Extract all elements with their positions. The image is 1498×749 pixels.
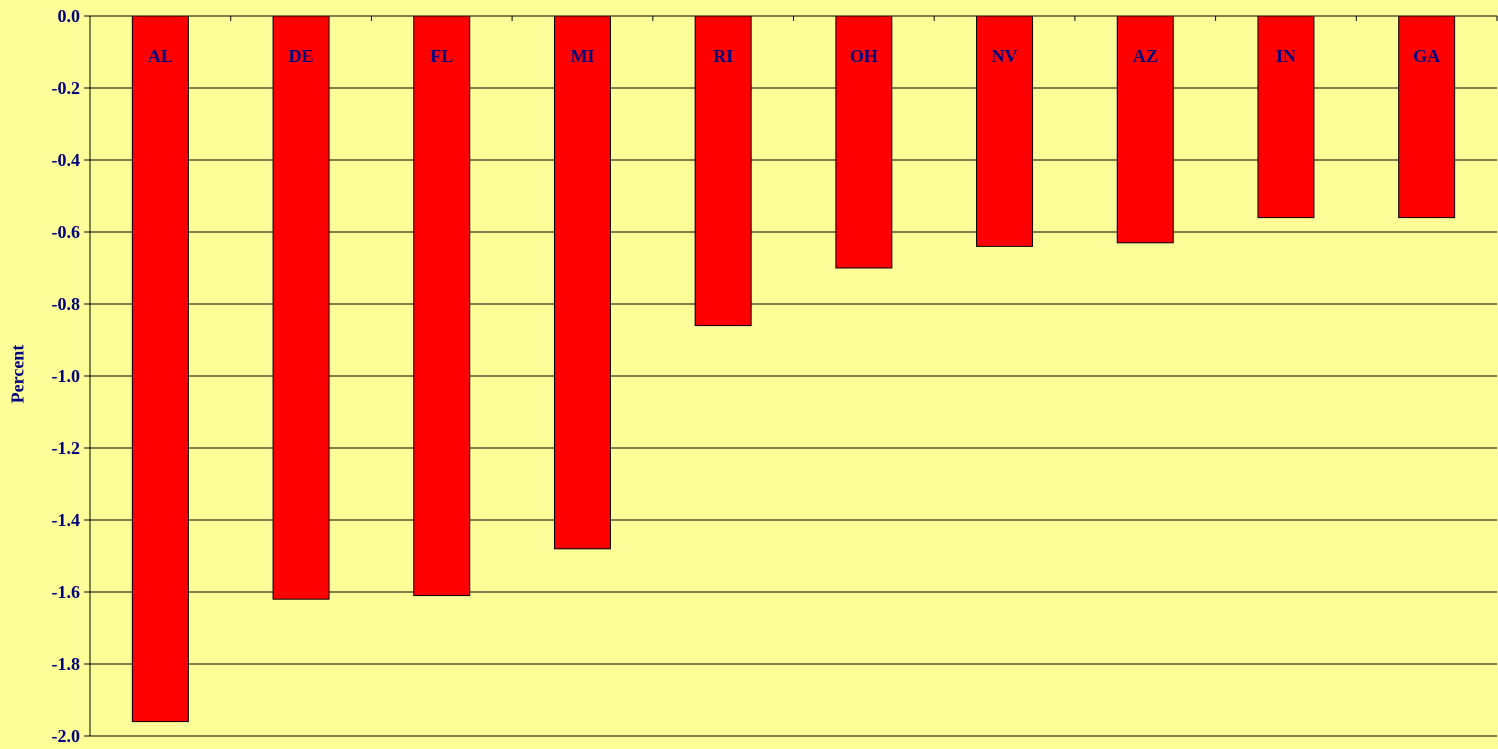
y-tick-label: -0.2 xyxy=(52,78,81,98)
y-tick-label: -1.0 xyxy=(52,366,81,386)
bar xyxy=(694,15,752,327)
bar xyxy=(1398,15,1456,219)
category-label: OH xyxy=(850,46,878,66)
bar xyxy=(553,15,611,550)
category-label: AZ xyxy=(1133,46,1158,66)
bar xyxy=(835,15,893,269)
y-axis-label: Percent xyxy=(7,344,28,404)
bar xyxy=(413,15,471,597)
bar xyxy=(272,15,330,600)
y-tick-label: -1.2 xyxy=(52,438,81,458)
y-tick-label: 0.0 xyxy=(58,6,81,26)
category-label: AL xyxy=(148,46,173,66)
y-tick-label: -0.6 xyxy=(52,222,81,242)
y-tick-label: -1.8 xyxy=(52,654,81,674)
y-tick-label: -1.4 xyxy=(52,510,81,530)
category-label: NV xyxy=(992,46,1018,66)
y-tick-label: -0.4 xyxy=(52,150,81,170)
bar xyxy=(131,15,189,723)
y-tick-label: -2.0 xyxy=(52,726,81,746)
category-label: DE xyxy=(289,46,314,66)
category-label: MI xyxy=(570,46,594,66)
bar xyxy=(976,15,1034,247)
bar xyxy=(1257,15,1315,219)
y-tick-label: -0.8 xyxy=(52,294,81,314)
bar xyxy=(1116,15,1174,244)
category-label: RI xyxy=(713,46,733,66)
category-label: GA xyxy=(1413,46,1440,66)
category-label: FL xyxy=(430,46,453,66)
y-tick-label: -1.6 xyxy=(52,582,81,602)
category-label: IN xyxy=(1276,46,1296,66)
